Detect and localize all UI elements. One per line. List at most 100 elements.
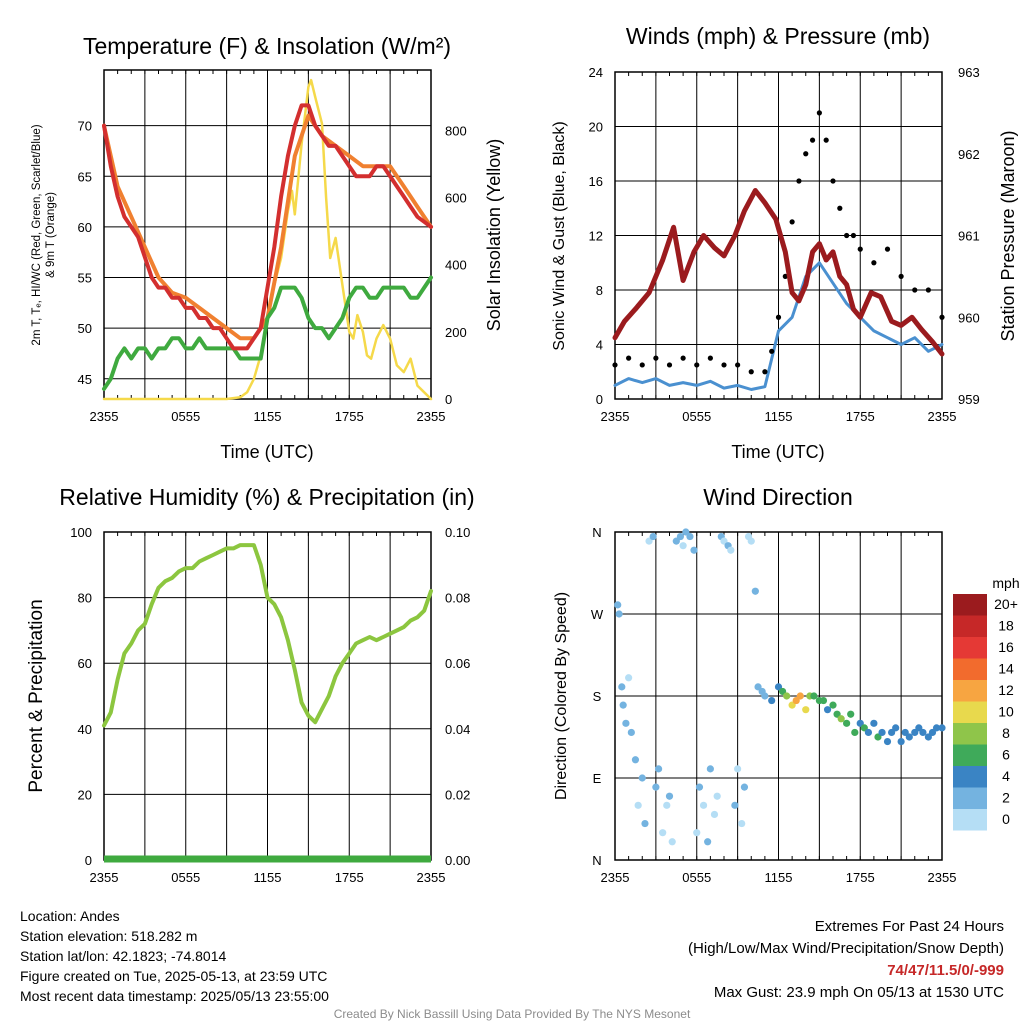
temperature-x-tick: 2355 [417,409,446,424]
direction-point [819,696,828,705]
direction-point [751,587,759,595]
extremes-info: Extremes For Past 24 Hours (High/Low/Max… [688,916,1004,1004]
speed-legend-swatch [953,723,987,745]
direction-point [665,792,674,800]
direction-point [843,719,851,727]
speed-legend: mph 20+ 18 16 14 12 10 8 6 4 2 0 [953,575,1020,831]
humidity-line [102,543,433,728]
direction-point [649,532,657,541]
direction-point [864,728,873,737]
direction-point [641,819,649,828]
wind-line [613,261,944,391]
direction-point [693,829,701,837]
direction-point [676,532,685,541]
winds-y2-tick: 960 [958,310,980,325]
gust-point [803,151,809,157]
speed-legend-label: 0 [1002,811,1010,827]
direction-point [768,696,776,705]
gust-point [762,369,768,375]
winds-x-tick: 1155 [765,409,793,424]
wind-direction-y-tick: S [593,689,602,704]
direction-point [870,719,878,727]
winds-y2-tick: 963 [958,65,980,80]
speed-legend-label: 14 [998,661,1014,677]
gust-point [769,348,775,354]
temperature-line [102,103,433,351]
direction-point [883,737,892,746]
recent-text: Most recent data timestamp: 2025/05/13 2… [20,988,329,1004]
direction-point [710,810,719,819]
humidity-y2-tick: 0.02 [445,787,470,802]
direction-point [619,701,627,709]
wind-direction-x-tick: 2355 [928,870,957,885]
humidity-y-tick: 100 [70,525,92,540]
gust-point [789,219,795,225]
temperature-y-tick: 45 [78,372,92,387]
gust-point [707,355,713,361]
location-text: Location: Andes [20,908,120,924]
direction-point [810,692,818,700]
speed-legend-swatch [953,680,987,702]
direction-point [713,792,721,800]
temperature-x-tick: 1155 [254,409,282,424]
winds-y-tick: 20 [589,120,603,135]
direction-point [734,765,742,773]
gust-point [871,260,877,266]
direction-point [625,674,633,682]
wind-direction-panel: Wind Direction 2355 0555 1155 1755 2355NESWN… [553,484,1020,885]
gust-point [735,362,741,368]
gust-point [837,205,843,211]
max-gust-text: Max Gust: 23.9 mph On 05/13 at 1530 UTC [713,984,1004,1001]
pressure-line [612,188,945,357]
speed-legend-swatch [953,809,987,831]
wind-direction-left-label: Direction (Colored By Speed) [553,592,570,800]
direction-point [919,728,927,737]
direction-point [738,819,746,828]
extremes-subtitle: (High/Low/Max Wind/Precipitation/Snow De… [688,940,1004,957]
direction-point [704,838,712,846]
speed-legend-label: 20+ [994,596,1018,612]
wind-direction-y-tick: N [592,525,601,540]
direction-point [652,783,660,791]
winds-y-tick: 0 [596,392,603,407]
gust-point [639,362,645,368]
gust-point [666,362,673,368]
humidity-x-tick: 0555 [171,870,200,885]
gust-point [809,137,816,143]
gust-point [680,355,686,361]
temperature-x-tick: 0555 [171,409,200,424]
extremes-values: 74/47/11.5/0/-999 [887,962,1004,979]
winds-y-tick: 16 [589,174,603,189]
speed-legend-swatch [953,766,987,788]
wind-direction-x-tick: 1755 [846,870,875,885]
wind-direction-x-tick: 0555 [682,870,711,885]
wind-direction-y-tick: E [593,771,602,786]
gust-point [748,369,754,375]
direction-point [740,783,749,791]
speed-legend-swatch [953,615,987,637]
gust-point [939,314,945,320]
gust-point [612,362,618,368]
gust-point [694,362,700,368]
winds-plot: 2355 0555 1155 1755 2355 0 4 8 12 16 20 24 959 960 961… [589,65,980,424]
speed-legend-swatch [953,594,987,616]
direction-point [796,692,804,700]
humidity-plot: 2355 0555 1155 1755 2355 0 20 40 60 80 100 0.00 0.02… [70,525,470,885]
gust-point [830,178,836,184]
temperature-y-tick: 65 [78,169,92,184]
temperature-left-label-1: 2m T, Tₑ, HI/WC (Red, Green, Scarlet/Blu… [31,124,43,345]
wind-direction-y-tick: W [591,607,604,622]
direction-point [829,701,837,709]
humidity-title: Relative Humidity (%) & Precipitation (i… [59,484,474,510]
speed-legend-label: 8 [1002,725,1010,741]
winds-right-label: Station Pressure (Maroon) [998,130,1018,341]
direction-point [727,546,735,554]
speed-legend-swatch [953,701,987,723]
speed-legend-swatch [953,637,987,659]
humidity-y-tick: 80 [78,591,92,606]
winds-left-label: Sonic Wind & Gust (Blue, Black) [551,121,568,350]
temperature-title: Temperature (F) & Insolation (W/m²) [83,33,451,59]
gust-point [925,287,931,293]
winds-x-tick: 0555 [682,409,711,424]
